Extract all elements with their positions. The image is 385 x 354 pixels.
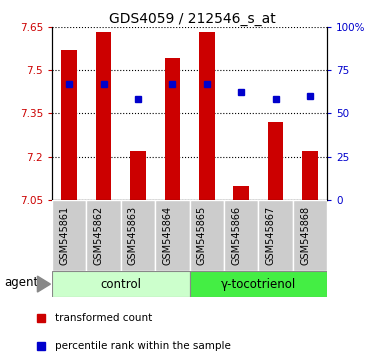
- Text: γ-tocotrienol: γ-tocotrienol: [221, 278, 296, 291]
- Bar: [96, 32, 111, 200]
- Bar: [130, 151, 146, 200]
- Bar: [233, 185, 249, 200]
- Bar: [86, 200, 121, 271]
- Text: control: control: [100, 278, 141, 291]
- Text: GSM545867: GSM545867: [266, 206, 276, 265]
- Bar: [268, 122, 283, 200]
- Bar: [224, 200, 258, 271]
- Text: GSM545868: GSM545868: [300, 206, 310, 265]
- Bar: [189, 200, 224, 271]
- Bar: [302, 151, 318, 200]
- Text: GSM545861: GSM545861: [59, 206, 69, 265]
- Text: transformed count: transformed count: [55, 313, 152, 323]
- Bar: [121, 200, 155, 271]
- Text: GSM545863: GSM545863: [128, 206, 138, 265]
- Text: GDS4059 / 212546_s_at: GDS4059 / 212546_s_at: [109, 12, 276, 27]
- Bar: [258, 200, 293, 271]
- Bar: [165, 58, 180, 200]
- Bar: [199, 32, 214, 200]
- Text: GSM545862: GSM545862: [94, 206, 104, 265]
- Bar: [293, 200, 327, 271]
- Bar: [52, 200, 86, 271]
- Bar: [62, 50, 77, 200]
- Text: agent: agent: [4, 276, 38, 289]
- Bar: [52, 271, 189, 297]
- Text: percentile rank within the sample: percentile rank within the sample: [55, 341, 230, 351]
- Bar: [189, 271, 327, 297]
- Bar: [155, 200, 190, 271]
- Text: GSM545866: GSM545866: [231, 206, 241, 265]
- Text: GSM545864: GSM545864: [162, 206, 172, 265]
- Text: GSM545865: GSM545865: [197, 206, 207, 265]
- Polygon shape: [37, 276, 50, 292]
